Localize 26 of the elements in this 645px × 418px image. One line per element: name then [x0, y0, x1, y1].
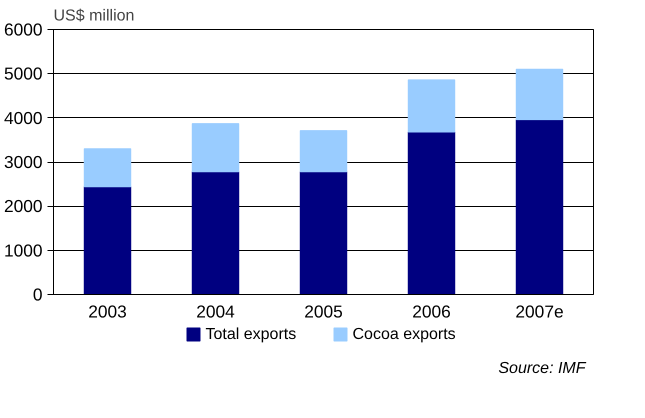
legend-label: Total exports	[206, 326, 296, 343]
bar	[84, 186, 132, 294]
bar	[408, 131, 456, 294]
source-note: Source: IMF	[498, 360, 587, 377]
bar	[408, 79, 456, 132]
bar	[516, 119, 564, 294]
x-tick-label: 2006	[412, 302, 451, 322]
bar	[192, 171, 240, 294]
y-tick-label: 5000	[4, 64, 43, 84]
bar	[300, 171, 348, 294]
x-tick-label: 2005	[304, 302, 343, 322]
y-axis-title: US$ million	[54, 8, 134, 24]
y-tick-label: 1000	[4, 240, 43, 260]
legend-label: Cocoa exports	[352, 326, 456, 343]
x-tick-label: 2003	[88, 302, 127, 322]
bar	[516, 68, 564, 120]
y-tick-label: 2000	[4, 196, 43, 216]
y-tick-label: 0	[32, 284, 43, 304]
bar	[192, 123, 240, 172]
x-tick-label: 2004	[196, 302, 236, 322]
bar	[300, 130, 348, 172]
y-tick-label: 6000	[4, 20, 43, 40]
x-tick-label: 2007e	[515, 302, 564, 322]
y-tick-label: 3000	[4, 152, 43, 172]
y-tick-label: 4000	[4, 108, 43, 128]
bar	[84, 148, 132, 188]
